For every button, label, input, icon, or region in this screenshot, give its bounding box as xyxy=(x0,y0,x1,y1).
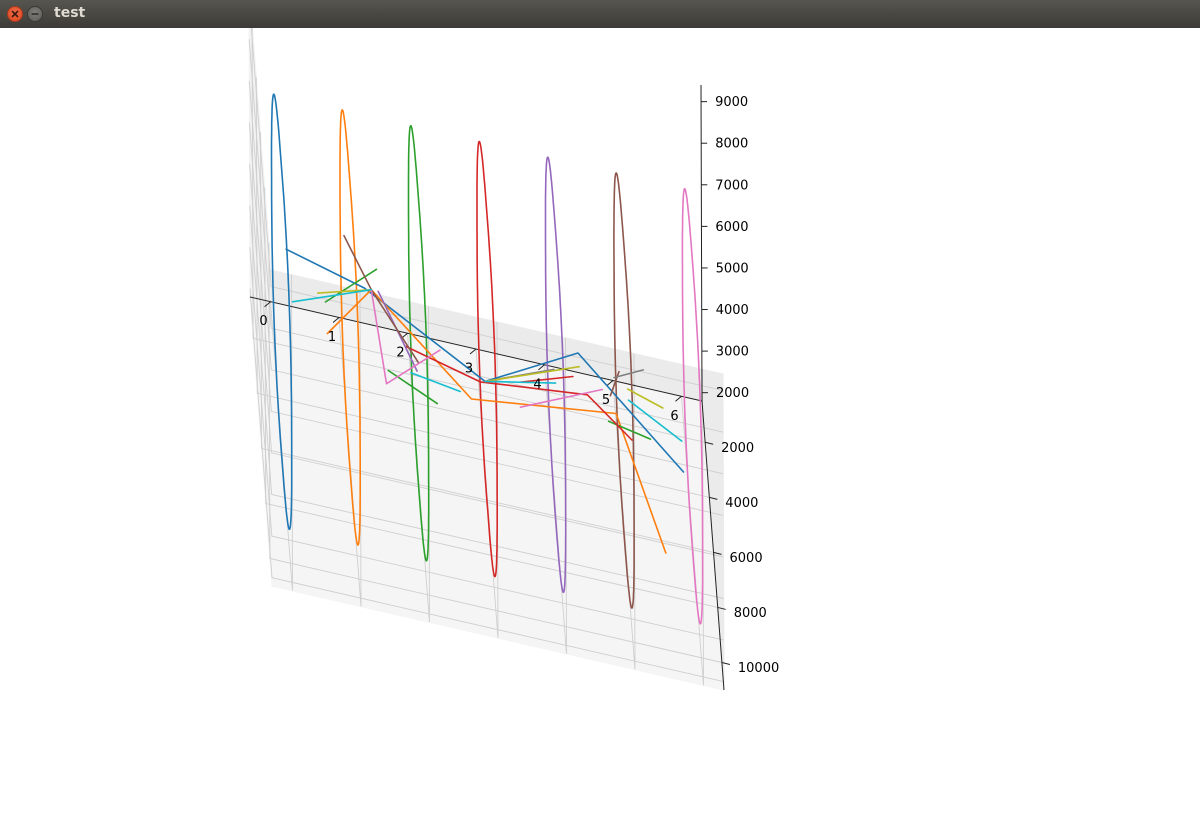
ring-line xyxy=(270,93,293,531)
tick-label: 10000 xyxy=(738,661,779,676)
grid-line-z xyxy=(249,247,724,641)
segment-line xyxy=(626,388,664,409)
ring-line xyxy=(339,109,362,546)
z-axis-line xyxy=(700,84,703,402)
tick-mark xyxy=(606,380,614,386)
tick-label: 6 xyxy=(670,409,678,424)
minimize-button[interactable] xyxy=(27,6,43,22)
segment-line xyxy=(519,388,604,409)
axis-panes xyxy=(248,28,725,691)
y-axis-line xyxy=(701,400,725,691)
grid-line-z xyxy=(248,122,724,516)
tick-mark xyxy=(675,395,682,402)
segment-line xyxy=(291,288,373,303)
segment-line xyxy=(484,365,580,383)
tick-label: 3000 xyxy=(716,345,749,360)
grid-line-z xyxy=(248,80,724,475)
tick-mark xyxy=(721,661,731,665)
tick-mark xyxy=(717,606,726,610)
tick-label: 7000 xyxy=(715,178,748,193)
segment-line xyxy=(519,375,574,384)
segment-line xyxy=(613,369,645,379)
segment-line xyxy=(387,369,439,405)
tick-label: 4000 xyxy=(725,496,758,511)
ring-line xyxy=(681,187,704,625)
tick-mark xyxy=(538,364,545,371)
window-title: test xyxy=(54,5,86,21)
grid-line-z xyxy=(249,288,725,683)
tick-mark xyxy=(713,551,722,555)
segment-line xyxy=(324,268,378,303)
tick-label: 5 xyxy=(602,393,610,408)
grid-line-z xyxy=(249,205,724,599)
grid-line-z xyxy=(248,39,724,433)
tick-label: 3 xyxy=(465,362,473,377)
segment-line xyxy=(410,371,462,393)
tick-label: 1 xyxy=(328,330,336,345)
ring-line xyxy=(476,140,499,578)
segment-line xyxy=(326,288,667,554)
tick-mark xyxy=(709,496,718,500)
tick-mark xyxy=(264,301,271,308)
tick-label: 4 xyxy=(533,377,541,392)
segment-line xyxy=(484,380,557,384)
tick-label: 4000 xyxy=(716,303,749,318)
ring-line xyxy=(407,124,430,562)
grid-line-z xyxy=(249,163,724,558)
data-lines xyxy=(270,93,704,625)
minimize-icon xyxy=(31,13,39,15)
grid-line-z xyxy=(250,28,724,392)
tick-label: 2000 xyxy=(721,441,754,456)
tick-label: 6000 xyxy=(730,551,763,566)
chart-3d[interactable]: 0 1 2 3 4 5 6 2000 4000 6000 8000 10000 2000 3000 4000… xyxy=(0,28,1200,828)
tick-mark xyxy=(705,441,714,445)
tick-label: 8000 xyxy=(715,137,748,152)
tick-mark xyxy=(469,348,477,355)
close-button[interactable] xyxy=(7,6,23,22)
ring-line xyxy=(544,156,567,594)
tick-labels: 0 1 2 3 4 5 6 2000 4000 6000 8000 10000 2000 3000 4000… xyxy=(259,95,779,676)
tick-label: 8000 xyxy=(734,606,767,621)
segment-line xyxy=(609,370,620,397)
tick-label: 2000 xyxy=(716,386,749,401)
segment-line xyxy=(627,399,683,442)
tick-label: 6000 xyxy=(715,220,748,235)
segment-line xyxy=(404,345,633,441)
tick-label: 5000 xyxy=(716,261,749,276)
ring-line xyxy=(613,172,635,609)
close-icon xyxy=(11,10,19,18)
tick-label: 2 xyxy=(396,346,404,361)
title-bar: test xyxy=(0,0,1200,28)
axis-lines xyxy=(249,84,731,691)
segment-line xyxy=(370,288,441,385)
tick-label: 9000 xyxy=(715,95,748,110)
tick-label: 0 xyxy=(259,314,267,329)
tick-mark xyxy=(332,317,340,323)
